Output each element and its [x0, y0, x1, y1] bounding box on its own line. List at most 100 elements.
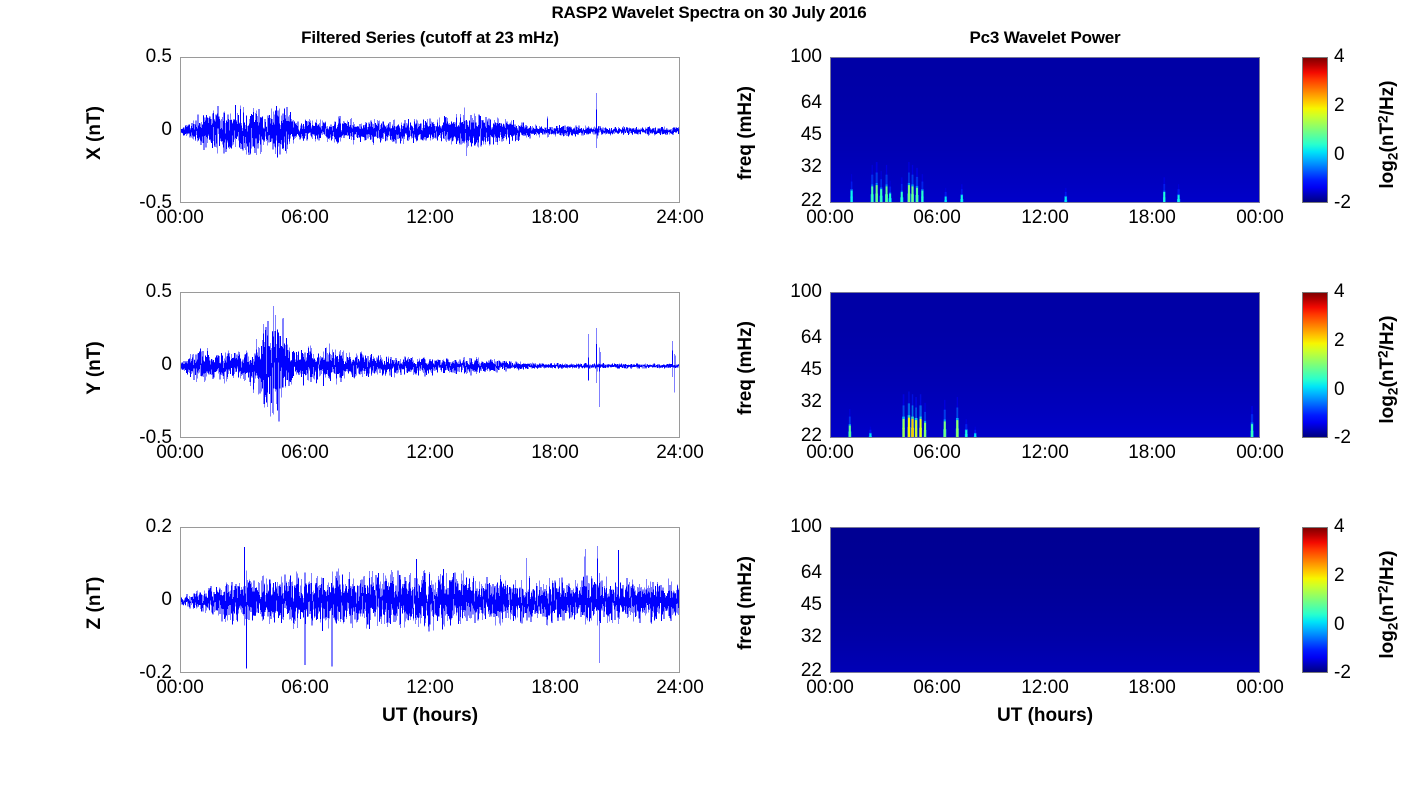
ytick-freq-y-45: 45	[800, 359, 822, 380]
ytick-y-top: 0.5	[145, 281, 172, 302]
y-spectrogram	[831, 293, 1259, 437]
xtick-x-12: 12:00	[406, 207, 454, 228]
xtick-spec-x-18: 18:00	[1128, 207, 1176, 228]
xlabel-right-column: UT (hours)	[996, 705, 1094, 726]
ytick-z-top: 0.2	[145, 516, 172, 537]
colorbar-z[interactable]	[1302, 527, 1328, 673]
xtick-y-12: 12:00	[406, 442, 454, 463]
cbar-unit-close: /Hz)	[1377, 80, 1399, 116]
ytick-freq-y-32: 32	[800, 391, 822, 412]
xtick-spec-z-12: 12:00	[1021, 677, 1069, 698]
cbar-label-z: log2(nT2/Hz)	[1375, 520, 1400, 690]
xtick-z-6: 06:00	[281, 677, 329, 698]
xtick-spec-z-18: 18:00	[1128, 677, 1176, 698]
axes-x-filtered-series[interactable]	[180, 57, 680, 203]
xtick-z-24: 24:00	[656, 677, 704, 698]
ylabel-y: Y (nT)	[84, 341, 105, 395]
axes-y-filtered-series[interactable]	[180, 292, 680, 438]
cbar-z-tick-2: 2	[1334, 565, 1345, 586]
ytick-freq-x-45: 45	[800, 124, 822, 145]
ytick-freq-y-100: 100	[790, 281, 822, 302]
cbar-unit-close: /Hz)	[1377, 550, 1399, 586]
ylabel-z: Z (nT)	[84, 576, 105, 630]
xtick-spec-z-0: 00:00	[806, 677, 854, 698]
ytick-freq-z-32: 32	[800, 626, 822, 647]
colorbar-x[interactable]	[1302, 57, 1328, 203]
ytick-freq-x-64: 64	[800, 92, 822, 113]
xtick-spec-x-6: 06:00	[913, 207, 961, 228]
xtick-x-0: 00:00	[156, 207, 204, 228]
ytick-y-bottom: -0.5	[139, 427, 172, 448]
cbar-y-tick-0: 0	[1334, 379, 1345, 400]
cbar-y-tick-m2: -2	[1334, 427, 1351, 448]
xtick-y-6: 06:00	[281, 442, 329, 463]
cbar-log-base: 2	[1385, 387, 1401, 396]
cbar-unit-power: 2	[1375, 585, 1391, 593]
left-column-title: Filtered Series (cutoff at 23 mHz)	[301, 28, 559, 47]
cbar-x-tick-0: 0	[1334, 144, 1345, 165]
ytick-freq-z-100: 100	[790, 516, 822, 537]
cbar-z-tick-m2: -2	[1334, 662, 1351, 683]
cbar-unit-power: 2	[1375, 350, 1391, 358]
ylabel-freq-z: freq (mHz)	[735, 556, 756, 650]
cbar-unit-open: (nT	[1377, 592, 1399, 623]
colorbar-y[interactable]	[1302, 292, 1328, 438]
axes-x-wavelet-power[interactable]	[830, 57, 1260, 203]
xtick-spec-y-12: 12:00	[1021, 442, 1069, 463]
cbar-label-x: log2(nT2/Hz)	[1375, 50, 1400, 220]
axes-y-wavelet-power[interactable]	[830, 292, 1260, 438]
ytick-z-bottom: -0.2	[139, 662, 172, 683]
xtick-y-0: 00:00	[156, 442, 204, 463]
cbar-unit-open: (nT	[1377, 357, 1399, 388]
axes-z-wavelet-power[interactable]	[830, 527, 1260, 673]
ylabel-freq-x: freq (mHz)	[735, 86, 756, 180]
cbar-y-tick-2: 2	[1334, 330, 1345, 351]
xtick-z-18: 18:00	[531, 677, 579, 698]
cbar-log-text: log	[1377, 630, 1399, 659]
xtick-spec-z-24: 00:00	[1236, 677, 1284, 698]
ytick-freq-z-22: 22	[800, 660, 822, 681]
y-series-trace	[181, 305, 679, 422]
xtick-spec-x-24: 00:00	[1236, 207, 1284, 228]
cbar-x-tick-2: 2	[1334, 95, 1345, 116]
xtick-spec-x-12: 12:00	[1021, 207, 1069, 228]
cbar-unit-close: /Hz)	[1377, 315, 1399, 351]
axes-z-filtered-series[interactable]	[180, 527, 680, 673]
cbar-z-tick-0: 0	[1334, 614, 1345, 635]
ylabel-freq-y: freq (mHz)	[735, 321, 756, 415]
xtick-y-24: 24:00	[656, 442, 704, 463]
right-column-title: Pc3 Wavelet Power	[969, 28, 1121, 47]
ytick-freq-x-32: 32	[800, 156, 822, 177]
xtick-y-18: 18:00	[531, 442, 579, 463]
ytick-x-top: 0.5	[145, 46, 172, 67]
z-spectrogram	[831, 528, 1259, 672]
cbar-log-text: log	[1377, 160, 1399, 189]
x-spectrogram	[831, 58, 1259, 202]
xlabel-left-column: UT (hours)	[381, 705, 479, 726]
xtick-z-0: 00:00	[156, 677, 204, 698]
ytick-z-mid: 0	[161, 589, 172, 610]
cbar-unit-power: 2	[1375, 115, 1391, 123]
ytick-freq-z-64: 64	[800, 562, 822, 583]
xtick-x-18: 18:00	[531, 207, 579, 228]
xtick-spec-y-0: 00:00	[806, 442, 854, 463]
cbar-x-tick-m2: -2	[1334, 192, 1351, 213]
cbar-z-tick-4: 4	[1334, 516, 1345, 537]
ytick-freq-x-22: 22	[800, 190, 822, 211]
cbar-y-tick-4: 4	[1334, 281, 1345, 302]
cbar-log-base: 2	[1385, 152, 1401, 161]
z-series-trace	[181, 546, 679, 669]
ytick-x-mid: 0	[161, 119, 172, 140]
xtick-spec-y-18: 18:00	[1128, 442, 1176, 463]
xtick-x-24: 24:00	[656, 207, 704, 228]
cbar-label-y: log2(nT2/Hz)	[1375, 285, 1400, 455]
cbar-unit-open: (nT	[1377, 122, 1399, 153]
cbar-log-text: log	[1377, 395, 1399, 424]
cbar-x-tick-4: 4	[1334, 46, 1345, 67]
xtick-z-12: 12:00	[406, 677, 454, 698]
figure-title: RASP2 Wavelet Spectra on 30 July 2016	[551, 3, 867, 22]
ytick-x-bottom: -0.5	[139, 192, 172, 213]
xtick-spec-y-6: 06:00	[913, 442, 961, 463]
ytick-freq-y-22: 22	[800, 425, 822, 446]
ytick-freq-x-100: 100	[790, 46, 822, 67]
